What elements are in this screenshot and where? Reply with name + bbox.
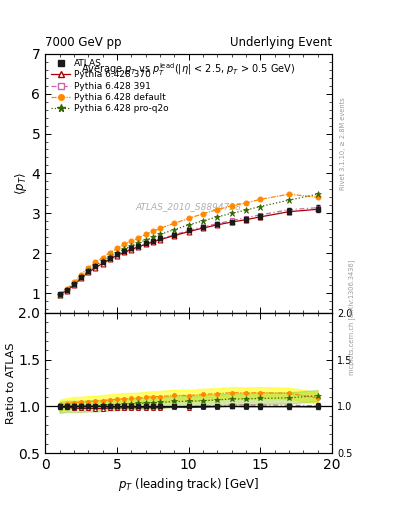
Text: Rivet 3.1.10, ≥ 2.8M events: Rivet 3.1.10, ≥ 2.8M events — [340, 97, 346, 190]
Text: Underlying Event: Underlying Event — [230, 36, 332, 49]
Text: ATLAS_2010_S8894728: ATLAS_2010_S8894728 — [136, 202, 242, 211]
Legend: ATLAS, Pythia 6.428 370, Pythia 6.428 391, Pythia 6.428 default, Pythia 6.428 pr: ATLAS, Pythia 6.428 370, Pythia 6.428 39… — [49, 57, 171, 115]
Y-axis label: $\langle p_T \rangle$: $\langle p_T \rangle$ — [13, 172, 29, 195]
Text: Average $p_T$ vs $p_T^{\rm lead}$(|$\eta$| < 2.5, $p_T$ > 0.5 GeV): Average $p_T$ vs $p_T^{\rm lead}$(|$\eta… — [81, 61, 296, 78]
Text: mcplots.cern.ch [arXiv:1306.3436]: mcplots.cern.ch [arXiv:1306.3436] — [348, 260, 354, 375]
X-axis label: $p_T$ (leading track) [GeV]: $p_T$ (leading track) [GeV] — [118, 476, 259, 493]
Text: 7000 GeV pp: 7000 GeV pp — [45, 36, 122, 49]
Y-axis label: Ratio to ATLAS: Ratio to ATLAS — [6, 343, 16, 424]
